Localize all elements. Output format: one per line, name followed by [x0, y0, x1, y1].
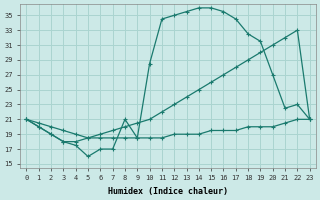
X-axis label: Humidex (Indice chaleur): Humidex (Indice chaleur)	[108, 187, 228, 196]
